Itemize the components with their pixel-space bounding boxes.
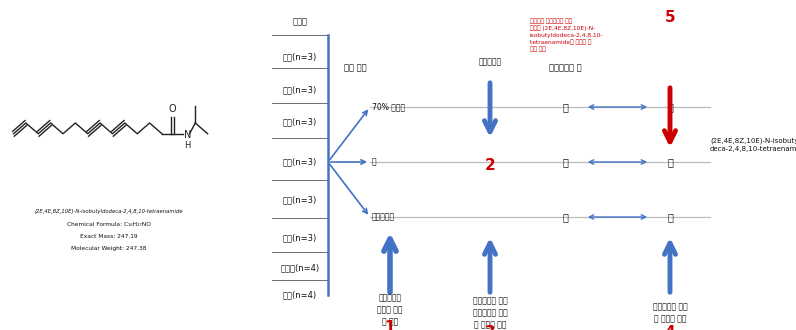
Text: Exact Mass: 247.19: Exact Mass: 247.19 <box>80 234 138 239</box>
Text: 중: 중 <box>562 157 568 167</box>
Text: 소정물량을
세가지 용매
로 추출: 소정물량을 세가지 용매 로 추출 <box>377 294 403 326</box>
Text: 한약명: 한약명 <box>292 17 307 26</box>
Text: 1: 1 <box>384 320 396 330</box>
Text: 상: 상 <box>667 102 673 112</box>
Text: 다절(n=3): 다절(n=3) <box>283 234 317 243</box>
Text: 상: 상 <box>562 102 568 112</box>
Text: H: H <box>184 141 190 150</box>
Text: 70% 에탄올: 70% 에탄올 <box>372 103 405 112</box>
Text: 약탕기추출: 약탕기추출 <box>372 213 395 221</box>
Text: 저지(n=3): 저지(n=3) <box>283 117 317 126</box>
Text: 유효성분의 양: 유효성분의 양 <box>548 63 581 73</box>
Text: Chemical Formula: C₁₆H₂₇NO: Chemical Formula: C₁₆H₂₇NO <box>67 221 150 226</box>
Text: 표도마일명: 표도마일명 <box>478 57 501 67</box>
Text: 추출 용매: 추출 용매 <box>344 63 366 73</box>
Text: 5: 5 <box>665 11 675 25</box>
Text: 하: 하 <box>562 212 568 222</box>
Text: 3: 3 <box>485 325 495 330</box>
Text: 반하(n=3): 반하(n=3) <box>283 195 317 205</box>
Text: 4: 4 <box>665 325 675 330</box>
Text: 2: 2 <box>485 157 495 173</box>
Text: 세신(n=3): 세신(n=3) <box>283 157 317 167</box>
Text: 오미자(n=4): 오미자(n=4) <box>280 263 319 273</box>
Text: 작약(n=4): 작약(n=4) <box>283 290 317 300</box>
Text: (2E,4E,8Z,10E)-N-isobutyldodeca-2,4,8,10-tetraenamide: (2E,4E,8Z,10E)-N-isobutyldodeca-2,4,8,10… <box>34 209 183 214</box>
Text: 주출용매에 따른
유효성분의 양으
로 등급을 부여: 주출용매에 따른 유효성분의 양으 로 등급을 부여 <box>473 297 507 329</box>
Text: 유효성분의 양으
로 등급을 부여: 유효성분의 양으 로 등급을 부여 <box>653 303 688 323</box>
Text: 감초(n=3): 감초(n=3) <box>283 52 317 61</box>
Text: N: N <box>184 130 191 140</box>
Text: O: O <box>169 104 177 114</box>
Text: 물: 물 <box>372 157 377 167</box>
Text: 하: 하 <box>667 212 673 222</box>
Text: (2E,4E,8Z,10E)-N-isobutyldo
deca-2,4,8,10-tetraenamide: (2E,4E,8Z,10E)-N-isobutyldo deca-2,4,8,1… <box>710 138 796 152</box>
Text: 건강(n=3): 건강(n=3) <box>283 85 317 94</box>
Text: 중: 중 <box>667 157 673 167</box>
Text: Molecular Weight: 247.38: Molecular Weight: 247.38 <box>71 246 146 251</box>
Text: 소청룡탕 추출용매에 따른
등급과 (2E,4E,8Z,10E)-N-
isobutyldodeca-2,4,8,10-
tetraenamide의 등급이 같: 소청룡탕 추출용매에 따른 등급과 (2E,4E,8Z,10E)-N- isob… <box>530 18 603 52</box>
